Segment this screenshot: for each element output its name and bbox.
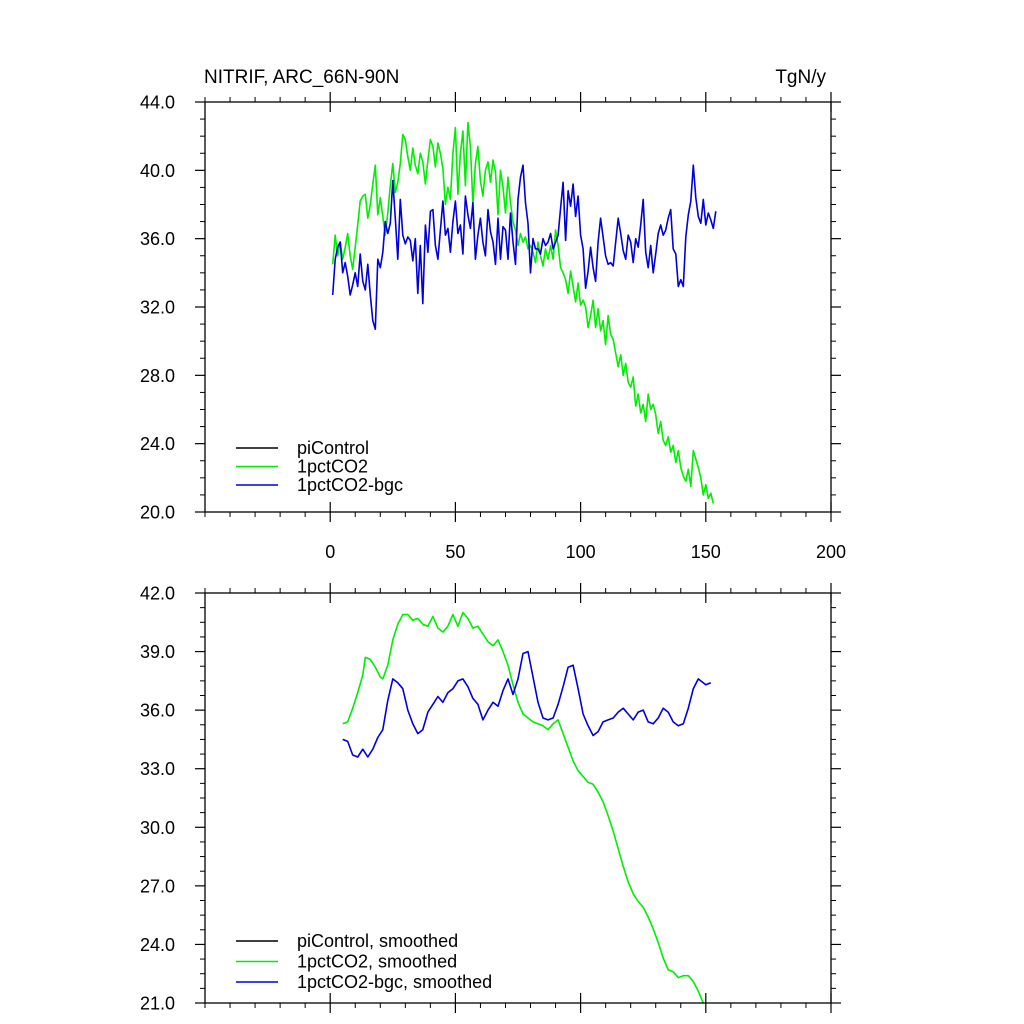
legend-label: 1pctCO2, smoothed <box>297 952 457 972</box>
legend-label: 1pctCO2 <box>297 457 368 477</box>
y-tick-label: 42.0 <box>140 584 175 604</box>
legend-label: 1pctCO2-bgc, smoothed <box>297 972 492 992</box>
chart-title: NITRIF, ARC_66N-90N <box>204 67 399 88</box>
bottom-panel: 21.0 24.0 27.0 30.0 33.0 36.0 39.0 42.0 piContr… <box>140 583 841 1014</box>
series-line-1pctco2-bgc-smoothed <box>342 650 712 758</box>
legend-label: 1pctCO2-bgc <box>297 475 403 495</box>
y-tick-label: 36.0 <box>140 229 175 249</box>
units-label: TgN/y <box>775 67 826 88</box>
series-line-1pctco2-smoothed <box>342 611 705 1004</box>
x-tick-label: 0 <box>325 542 335 562</box>
top-panel: NITRIF, ARC_66N-90N TgN/y 0 50 100 150 200 20… <box>140 67 846 562</box>
y-tick-label: 40.0 <box>140 161 175 181</box>
y-tick-label: 21.0 <box>140 994 175 1014</box>
y-tick-label: 20.0 <box>140 503 175 523</box>
y-tick-label: 44.0 <box>140 93 175 113</box>
y-tick-label: 33.0 <box>140 759 175 779</box>
y-tick-label: 24.0 <box>140 935 175 955</box>
top-plot-frame <box>204 101 832 513</box>
y-tick-label: 24.0 <box>140 434 175 454</box>
bottom-panel-series <box>342 611 712 1004</box>
top-panel-ticks: 0 50 100 150 200 20.0 24.0 28.0 32.0 36.0 40.0 44.0 <box>140 92 846 562</box>
top-panel-series <box>331 121 717 504</box>
series-line-1pctco2 <box>331 121 715 504</box>
series-line-1pctco2-bgc <box>331 164 717 330</box>
legend-label: piControl, smoothed <box>297 931 458 951</box>
x-tick-label: 150 <box>691 542 721 562</box>
bottom-panel-ticks: 21.0 24.0 27.0 30.0 33.0 36.0 39.0 42.0 <box>140 583 841 1014</box>
x-tick-label: 200 <box>816 542 846 562</box>
bottom-plot-frame <box>204 592 832 1004</box>
x-tick-label: 50 <box>445 542 465 562</box>
y-tick-label: 27.0 <box>140 876 175 896</box>
y-tick-label: 36.0 <box>140 701 175 721</box>
y-tick-label: 32.0 <box>140 298 175 318</box>
y-tick-label: 28.0 <box>140 366 175 386</box>
y-tick-label: 39.0 <box>140 642 175 662</box>
legend-label: piControl <box>297 438 369 458</box>
x-tick-label: 100 <box>566 542 596 562</box>
y-tick-label: 30.0 <box>140 818 175 838</box>
